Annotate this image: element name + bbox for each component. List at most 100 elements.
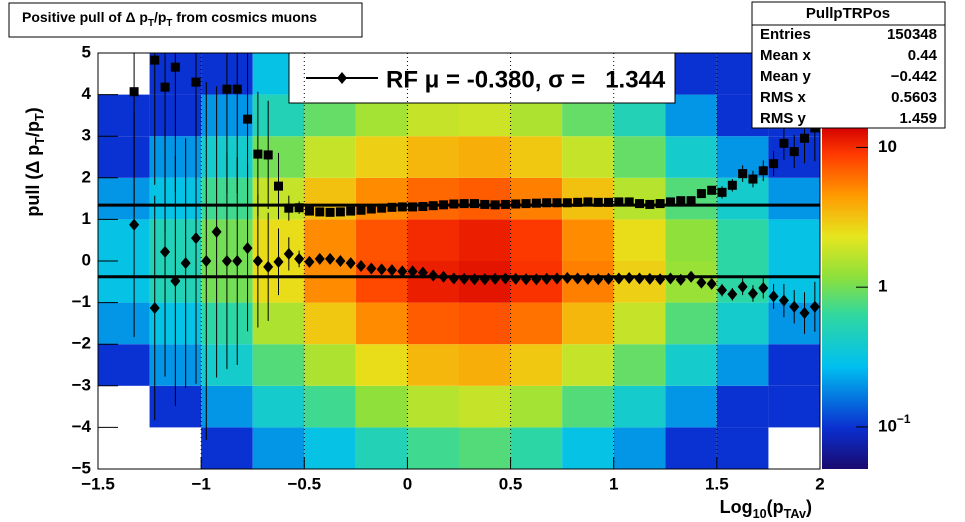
heat-cell <box>355 427 408 469</box>
x-tick-label: −1.5 <box>81 474 115 493</box>
heat-cell <box>459 385 511 428</box>
diamond-marker <box>593 273 604 286</box>
x-tick-label: 0 <box>403 474 412 493</box>
heat-cell <box>768 344 820 386</box>
y-tick-label: 1 <box>82 209 91 228</box>
square-marker <box>304 206 314 216</box>
heat-cell <box>716 219 769 261</box>
heat-cell <box>150 427 202 469</box>
square-marker <box>294 203 304 213</box>
heat-cell <box>98 261 150 303</box>
heat-cell <box>355 385 408 428</box>
square-marker <box>562 198 572 208</box>
diamond-marker <box>356 259 367 272</box>
square-marker <box>459 199 469 209</box>
diamond-marker <box>809 300 820 313</box>
heat-cell <box>98 53 150 95</box>
diamond-marker <box>232 255 243 267</box>
text-part: ) <box>806 497 812 517</box>
diamond-marker <box>428 269 439 282</box>
square-marker <box>552 198 562 208</box>
diamond-marker <box>129 218 140 231</box>
heat-cell <box>768 427 820 469</box>
heat-cell <box>510 219 563 261</box>
heat-cell <box>665 344 717 386</box>
x-tick-label: 1 <box>609 474 618 493</box>
y-tick-label: −3 <box>72 375 91 394</box>
text-part: pull (Δ p <box>23 145 43 217</box>
diamond-marker <box>294 252 305 265</box>
diamond-marker <box>273 255 284 268</box>
square-marker <box>325 207 335 217</box>
diamond-marker <box>655 273 666 286</box>
diamond-marker <box>417 266 428 279</box>
square-marker <box>604 197 614 207</box>
y-tick-label: −2 <box>72 334 91 353</box>
square-marker <box>428 201 438 211</box>
text-part: (p <box>767 497 784 517</box>
heat-cell <box>510 344 563 386</box>
subscript: T <box>33 137 47 145</box>
z-tick-label: 10−1 <box>878 412 911 435</box>
diamond-marker <box>459 272 470 285</box>
diamond-marker <box>345 257 356 270</box>
stats-label: Mean x <box>760 47 812 64</box>
square-marker <box>253 149 263 159</box>
diamond-marker <box>376 263 387 276</box>
heat-cell <box>355 344 408 386</box>
square-marker <box>274 181 283 191</box>
stats-value: 150348 <box>887 26 937 43</box>
square-marker <box>191 77 201 87</box>
diamond-marker <box>778 294 789 307</box>
subscript: T <box>33 113 47 121</box>
diamond-marker <box>541 272 552 285</box>
square-marker <box>665 197 675 207</box>
heat-cell <box>407 261 459 303</box>
text-part: from cosmics muons <box>172 9 317 25</box>
x-tick-label: −1 <box>191 474 210 493</box>
legend-label: RF μ = -0.380, σ = 1.344 <box>386 66 666 93</box>
heat-cell <box>665 427 717 469</box>
stats-label: Entries <box>760 26 811 43</box>
square-marker <box>449 199 459 209</box>
diamond-marker <box>531 273 542 286</box>
diamond-marker <box>675 273 686 286</box>
heat-cell <box>613 344 666 386</box>
square-marker <box>500 199 510 209</box>
square-marker <box>511 199 521 209</box>
square-marker <box>439 200 449 210</box>
heat-cell <box>252 302 305 345</box>
square-marker <box>624 197 634 207</box>
diamond-marker <box>572 272 583 285</box>
diamond-marker <box>448 272 459 285</box>
stats-value: 0.44 <box>908 47 938 64</box>
heat-cell <box>98 177 150 220</box>
heat-cell <box>459 177 511 220</box>
heat-cell <box>355 302 408 345</box>
heat-cell <box>304 344 356 386</box>
diamond-marker <box>758 282 769 295</box>
y-tick-label: 3 <box>82 126 91 145</box>
diamond-marker <box>717 284 728 297</box>
heat-cell <box>304 136 356 178</box>
diamond-marker <box>799 307 810 319</box>
heat-cell <box>613 136 666 178</box>
heat-cell <box>201 427 253 469</box>
heat-cell <box>407 344 459 386</box>
color-bar <box>822 127 868 469</box>
stats-title: PullpTRPos <box>806 5 890 22</box>
chart-title: Positive pull of Δ pT/pT from cosmics mu… <box>22 9 317 29</box>
text-part: Positive pull of Δ p <box>22 9 148 25</box>
z-tick-label: 1 <box>878 277 887 296</box>
heat-cell <box>201 385 253 428</box>
x-tick-label: 2 <box>815 474 824 493</box>
heat-cell <box>459 136 511 178</box>
heat-cell <box>716 344 769 386</box>
heat-cell <box>459 427 511 469</box>
x-tick-label: −0.5 <box>288 474 322 493</box>
square-marker <box>738 169 748 179</box>
square-marker <box>397 202 407 212</box>
heat-cell <box>562 219 614 261</box>
text-part: ) <box>23 107 43 113</box>
